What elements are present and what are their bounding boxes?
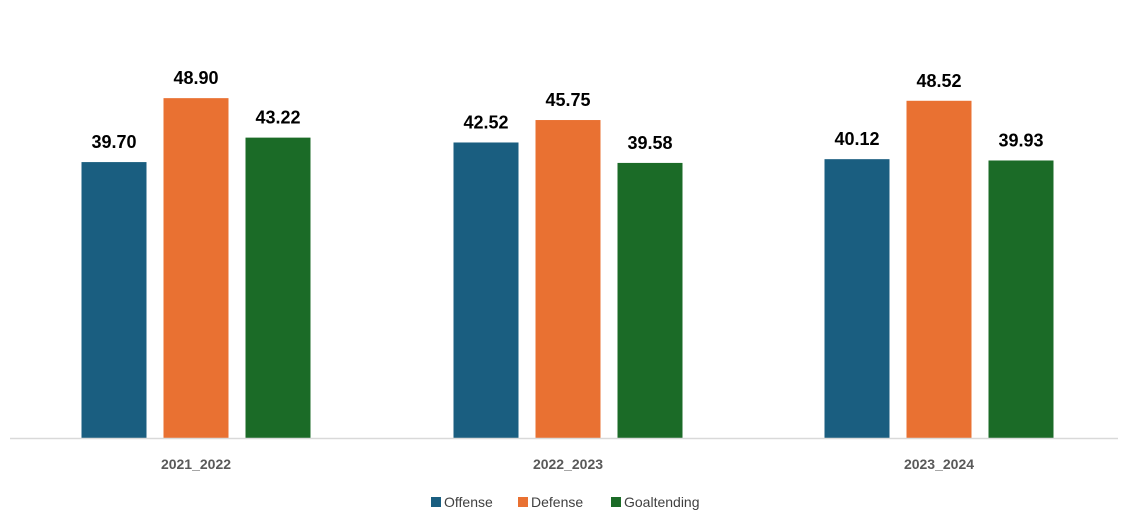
legend-swatch-defense xyxy=(518,497,528,507)
data-label-offense-2023_2024: 40.12 xyxy=(834,129,879,149)
data-label-offense-2022_2023: 42.52 xyxy=(463,112,508,132)
data-label-defense-2022_2023: 45.75 xyxy=(545,90,590,110)
bar-goaltending-2021_2022 xyxy=(245,137,311,438)
legend-swatch-goaltending xyxy=(611,497,621,507)
legend-label-defense: Defense xyxy=(531,494,583,510)
bars-layer xyxy=(81,98,1054,439)
legend-swatch-offense xyxy=(431,497,441,507)
bar-defense-2022_2023 xyxy=(535,120,601,438)
bar-defense-2021_2022 xyxy=(163,98,229,439)
data-label-defense-2021_2022: 48.90 xyxy=(173,68,218,88)
bar-offense-2023_2024 xyxy=(824,159,890,438)
data-label-defense-2023_2024: 48.52 xyxy=(916,71,961,91)
legend: Offense Defense Goaltending xyxy=(431,494,700,510)
data-labels-layer: 39.70 48.90 43.22 42.52 45.75 39.58 40.12 48.52… xyxy=(91,68,1043,153)
data-label-goaltending-2023_2024: 39.93 xyxy=(998,130,1043,150)
bar-goaltending-2023_2024 xyxy=(988,160,1054,438)
data-label-goaltending-2021_2022: 43.22 xyxy=(255,108,300,128)
bar-offense-2021_2022 xyxy=(81,162,147,438)
bar-goaltending-2022_2023 xyxy=(617,162,683,438)
x-tick-label-2021_2022: 2021_2022 xyxy=(161,456,231,472)
legend-label-goaltending: Goaltending xyxy=(624,494,700,510)
bar-defense-2023_2024 xyxy=(906,100,972,438)
legend-label-offense: Offense xyxy=(444,494,493,510)
x-tick-label-2023_2024: 2023_2024 xyxy=(904,456,974,472)
bar-offense-2022_2023 xyxy=(453,142,519,438)
data-label-goaltending-2022_2023: 39.58 xyxy=(627,133,672,153)
data-label-offense-2021_2022: 39.70 xyxy=(91,132,136,152)
x-tick-label-2022_2023: 2022_2023 xyxy=(533,456,603,472)
category-labels-layer: 2021_2022 2022_2023 2023_2024 xyxy=(161,456,974,472)
